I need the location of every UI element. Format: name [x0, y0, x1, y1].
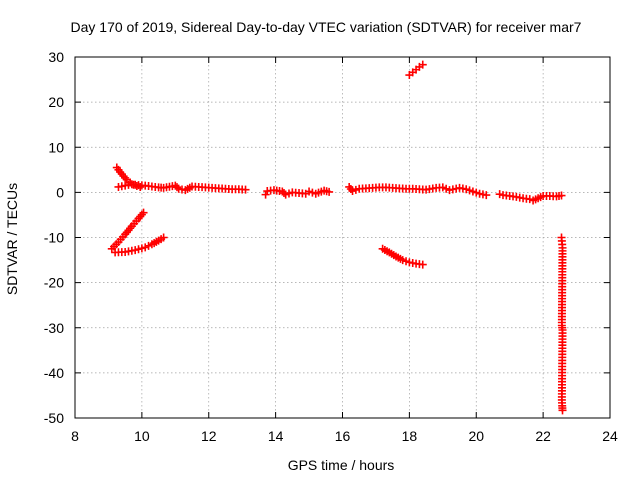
data-marks [107, 60, 567, 415]
series-late-scatter [557, 233, 567, 415]
series-arc-lower-flat [111, 233, 168, 257]
data-point [241, 185, 250, 194]
x-tick-label: 22 [535, 428, 551, 444]
y-tick-label: -20 [44, 275, 64, 291]
y-tick-label: -50 [44, 410, 64, 426]
data-point [558, 406, 567, 415]
series-arc-evening [495, 190, 566, 205]
data-point [139, 208, 148, 217]
series-arc-main [114, 180, 250, 195]
y-tick-label: 30 [48, 49, 64, 65]
data-point [172, 183, 181, 192]
y-tick-label: -10 [44, 230, 64, 246]
data-point [121, 173, 130, 182]
series-arc-lower-rising [107, 208, 148, 253]
series-arc-high [405, 60, 427, 80]
data-point [136, 182, 145, 191]
y-tick-label: 20 [48, 94, 64, 110]
y-tick-label: 0 [56, 184, 64, 200]
data-point [418, 260, 427, 269]
x-tick-label: 20 [468, 428, 484, 444]
chart-title: Day 170 of 2019, Sidereal Day-to-day VTE… [71, 19, 582, 35]
axis-ticks: 8 10 12 14 16 18 20 22 24 -50 -40 -30 -20 -10 0 10 20 30 [44, 49, 618, 444]
x-tick-label: 18 [402, 428, 418, 444]
x-tick-label: 12 [201, 428, 217, 444]
x-tick-label: 16 [335, 428, 351, 444]
data-point [325, 187, 334, 196]
y-tick-label: 10 [48, 139, 64, 155]
x-tick-label: 14 [268, 428, 284, 444]
data-point [557, 191, 566, 200]
series-arc-afternoon [345, 182, 491, 200]
data-point [482, 191, 491, 200]
data-point [261, 190, 270, 199]
x-tick-label: 8 [71, 428, 79, 444]
y-tick-label: -30 [44, 320, 64, 336]
x-tick-label: 24 [602, 428, 618, 444]
x-tick-label: 10 [134, 428, 150, 444]
data-point [159, 233, 168, 242]
data-point [418, 60, 427, 69]
series-arc-afternoon-low [378, 244, 427, 269]
grid [75, 57, 610, 418]
y-tick-label: -40 [44, 365, 64, 381]
x-axis-label: GPS time / hours [288, 457, 395, 473]
y-axis-label: SDTVAR / TECUs [4, 183, 20, 295]
series-arc-mid-patches [261, 186, 334, 199]
